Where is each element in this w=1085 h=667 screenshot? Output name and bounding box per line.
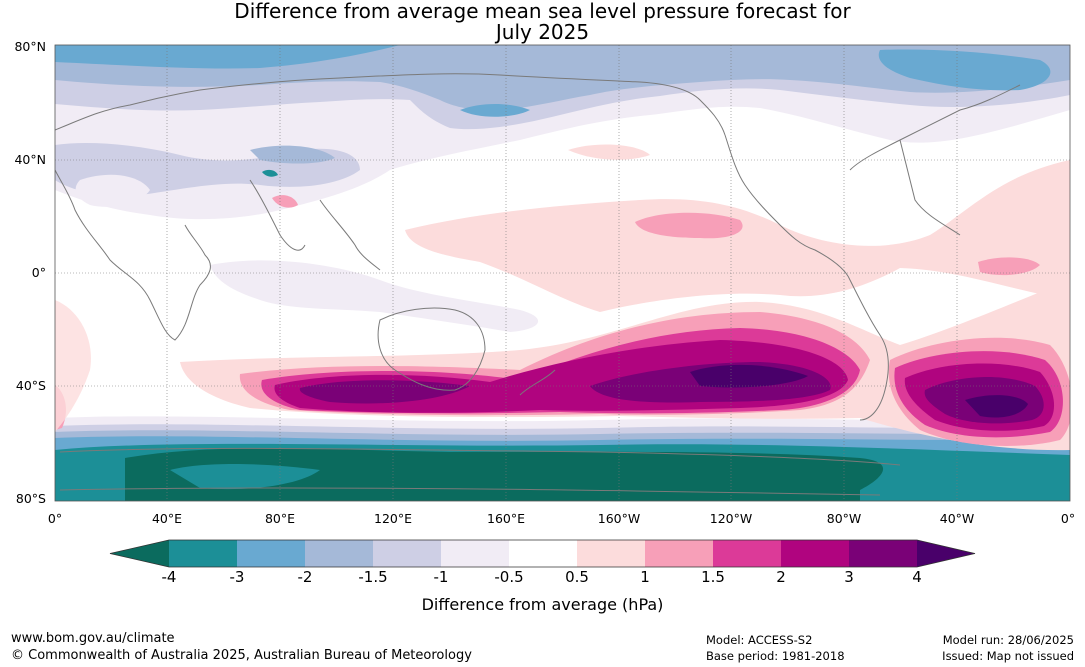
lon-label-80w: 80°W	[826, 511, 862, 526]
anomaly-peak-pacific	[690, 364, 808, 388]
colorbar-tick: -1.5	[358, 568, 388, 586]
colorbar-outline	[109, 539, 976, 568]
anomaly-peak-atlantic	[965, 395, 1028, 418]
colorbar-tick: -0.5	[494, 568, 524, 586]
colorbar-tick: 2	[776, 568, 786, 586]
anomaly-himalaya-pos	[272, 195, 298, 208]
colorbar-extend-low	[110, 540, 169, 567]
map-field	[55, 45, 1070, 501]
colorbar-tick: 3	[844, 568, 854, 586]
anomaly-atlantic-one-small	[978, 257, 1040, 276]
colorbar-swatch	[849, 540, 917, 567]
lat-label-40n: 40°N	[14, 152, 46, 167]
colorbar-label: Difference from average (hPa)	[421, 595, 664, 614]
colorbar-swatch	[169, 540, 237, 567]
anomaly-tropic-neg	[210, 260, 539, 332]
anomaly-nasia-neg	[75, 174, 150, 207]
colorbar-swatch	[237, 540, 305, 567]
graticule	[55, 45, 1070, 501]
colorbar-tick: 1.5	[701, 568, 725, 586]
footer-issued: Issued: Map not issued	[942, 649, 1074, 663]
footer-model: Model: ACCESS-S2	[706, 633, 813, 647]
anomaly-tibet-peak	[262, 169, 278, 177]
anomaly-namer-half	[568, 144, 650, 160]
colorbar-tick: -2	[297, 568, 313, 586]
map-frame	[54, 44, 1071, 502]
colorbar-extend-high	[917, 540, 975, 567]
lon-label-0-left: 0°	[47, 511, 63, 526]
lon-label-80e: 80°E	[264, 511, 296, 526]
lat-label-80n: 80°N	[14, 39, 46, 54]
colorbar-swatch	[645, 540, 713, 567]
lat-label-40s: 40°S	[15, 378, 46, 393]
anomaly-pacific-one	[635, 212, 743, 239]
lon-label-120w: 120°W	[709, 511, 753, 526]
lat-label-0: 0°	[31, 265, 46, 280]
footer-website: www.bom.gov.au/climate	[11, 631, 175, 646]
anomaly-west-edge-light	[55, 300, 91, 432]
coastlines	[55, 73, 1021, 496]
colorbar-tick: 4	[912, 568, 922, 586]
colorbar-swatch	[713, 540, 781, 567]
lat-label-80s: 80°S	[15, 491, 46, 506]
colorbar-tick: -3	[229, 568, 245, 586]
anomaly-pacific-half	[405, 160, 1070, 312]
colorbar-swatch	[781, 540, 849, 567]
colorbar-swatch	[441, 540, 509, 567]
anomaly-north-neg-two	[55, 45, 1051, 117]
footer-base-period: Base period: 1981-2018	[706, 649, 845, 663]
map-title-line1: Difference from average mean sea level p…	[234, 0, 851, 23]
colorbar-tick: -1	[433, 568, 449, 586]
colorbar	[109, 539, 976, 568]
footer-copyright: © Commonwealth of Australia 2025, Austra…	[11, 648, 472, 663]
lon-label-0-right: 0°	[1060, 511, 1076, 526]
anomaly-band-minus-three-inner	[170, 464, 320, 490]
map-title-line2: July 2025	[495, 20, 590, 44]
anomaly-tibet-neg	[250, 145, 335, 164]
colorbar-tick: -4	[161, 568, 177, 586]
colorbar-swatch	[373, 540, 441, 567]
colorbar-swatch	[577, 540, 645, 567]
colorbar-swatch	[305, 540, 373, 567]
lon-label-120e: 120°E	[373, 511, 413, 526]
colorbar-tick: 1	[640, 568, 650, 586]
footer-model-run: Model run: 28/06/2025	[942, 633, 1074, 647]
colorbar-tick: 0.5	[565, 568, 589, 586]
lon-label-160w: 160°W	[597, 511, 641, 526]
lon-label-40w: 40°W	[939, 511, 975, 526]
lon-label-160e: 160°E	[486, 511, 526, 526]
lon-label-40e: 40°E	[151, 511, 183, 526]
colorbar-swatch	[509, 540, 577, 567]
